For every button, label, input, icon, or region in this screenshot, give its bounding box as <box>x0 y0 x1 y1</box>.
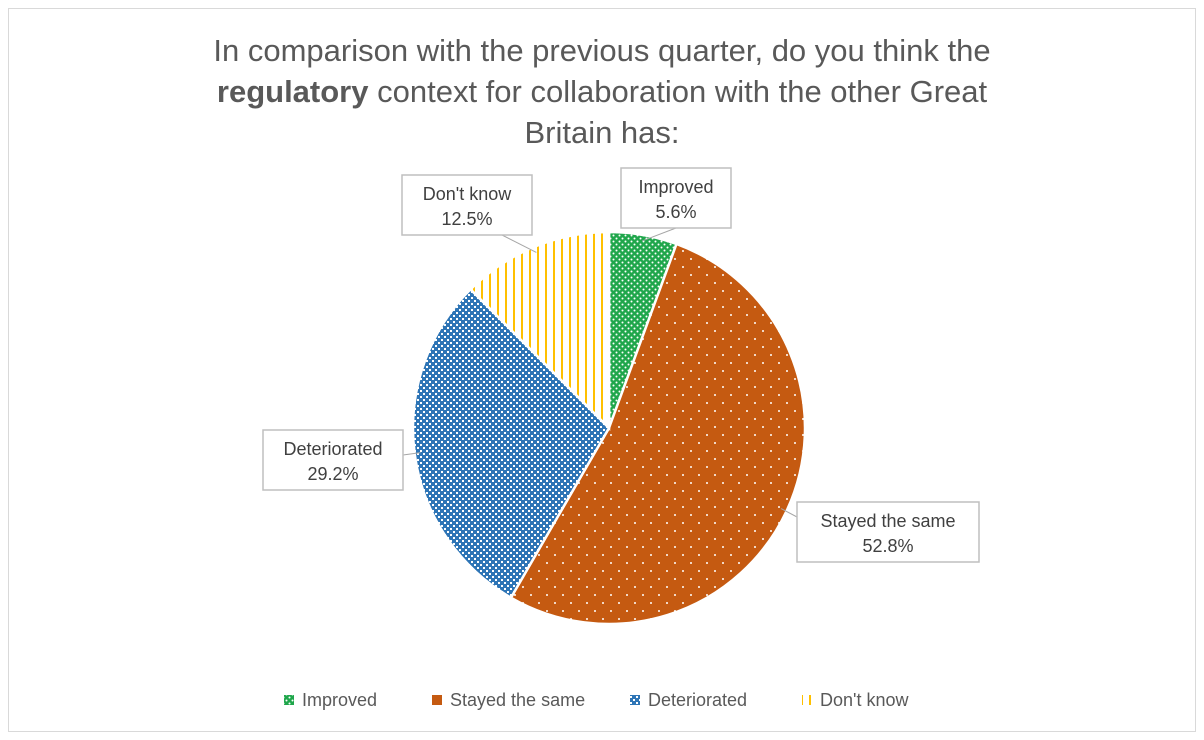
callout-box <box>401 174 533 236</box>
title-line-1: In comparison with the previous quarter,… <box>213 33 991 68</box>
legend-swatch <box>630 695 640 705</box>
pie-slice-don-t-know <box>468 230 611 432</box>
title-bold-word: regulatory <box>216 74 369 109</box>
chart-title: In comparison with the previous quarter,… <box>0 30 1204 153</box>
leader-line-deteriorated <box>402 452 421 456</box>
leader-line-don-t-know <box>501 234 537 253</box>
callout-value-label: 5.6% <box>655 202 696 222</box>
data-callout-stayed-the-same: Stayed the same 52.8% <box>796 501 980 563</box>
title-line-3: Britain has: <box>524 115 680 150</box>
title-line-2-rest: context for collaboration with the other… <box>368 74 988 109</box>
legend-label: Don't know <box>820 690 909 710</box>
data-callout-improved: Improved 5.6% <box>620 167 732 229</box>
data-callout-don-t-know: Don't know 12.5% <box>401 174 533 236</box>
callout-category-label: Deteriorated <box>283 439 382 459</box>
callout-value-label: 12.5% <box>441 209 492 229</box>
data-callout-deteriorated: Deteriorated 29.2% <box>262 429 404 491</box>
callout-category-label: Improved <box>638 177 713 197</box>
callout-box <box>796 501 980 563</box>
legend-item-deteriorated: Deteriorated <box>630 690 747 710</box>
legend-swatch <box>802 695 812 705</box>
legend-label: Improved <box>302 690 377 710</box>
legend-swatch <box>432 695 442 705</box>
callout-value-label: 52.8% <box>862 536 913 556</box>
legend-item-stayed-the-same: Stayed the same <box>432 690 585 710</box>
legend-label: Deteriorated <box>648 690 747 710</box>
legend-item-improved: Improved <box>284 690 377 710</box>
callout-category-label: Don't know <box>423 184 512 204</box>
legend-item-don-t-know: Don't know <box>802 690 909 710</box>
title-line-2: regulatory context for collaboration wit… <box>0 71 1204 112</box>
callout-box <box>262 429 404 491</box>
callout-box <box>620 167 732 229</box>
legend-swatch <box>284 695 294 705</box>
callout-value-label: 29.2% <box>307 464 358 484</box>
leader-line-stayed-the-same <box>780 508 798 518</box>
callout-category-label: Stayed the same <box>820 511 955 531</box>
leader-line-improved <box>642 227 677 242</box>
legend-label: Stayed the same <box>450 690 585 710</box>
